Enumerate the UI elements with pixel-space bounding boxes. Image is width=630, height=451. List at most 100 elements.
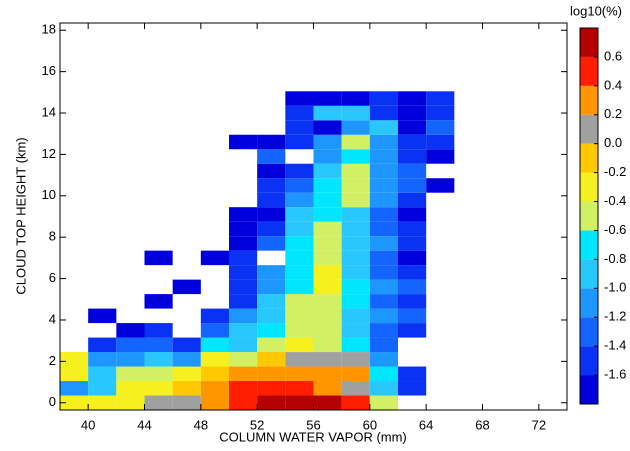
heat-cell xyxy=(313,236,342,251)
heat-cell xyxy=(116,352,145,367)
heat-cell xyxy=(200,250,229,266)
colorbar-tick-label: -1.6 xyxy=(604,367,626,382)
heat-cell xyxy=(257,337,286,353)
heat-cell xyxy=(257,236,286,251)
y-tick-label: 16 xyxy=(42,63,56,78)
heat-cell xyxy=(426,105,455,121)
heat-cell xyxy=(369,192,398,208)
colorbar-band xyxy=(580,288,598,318)
heat-cell xyxy=(341,178,370,193)
heat-cell xyxy=(88,395,117,410)
heat-cell xyxy=(369,381,398,396)
heat-cell xyxy=(144,337,173,353)
heat-cell xyxy=(313,279,342,295)
heat-cell xyxy=(313,163,342,179)
heat-cell xyxy=(398,134,427,150)
heat-cell xyxy=(257,366,286,382)
colorbar-band xyxy=(580,143,598,173)
x-tick-label: 48 xyxy=(194,417,208,432)
heat-cell xyxy=(285,250,314,266)
heat-cell xyxy=(398,120,427,135)
heat-cell xyxy=(369,366,398,382)
heat-cell xyxy=(257,163,286,179)
heat-cell xyxy=(229,207,258,222)
heat-cell xyxy=(398,91,427,106)
heat-cell xyxy=(341,352,370,367)
heat-cell xyxy=(285,395,314,410)
heat-cell xyxy=(116,395,145,410)
heat-cell xyxy=(398,323,427,338)
heat-cell xyxy=(60,381,89,396)
heat-cell xyxy=(172,395,201,410)
heat-cell xyxy=(313,381,342,396)
heat-cell xyxy=(200,323,229,338)
y-tick-label: 12 xyxy=(42,146,56,161)
heat-cell xyxy=(285,323,314,338)
heat-cell xyxy=(313,149,342,164)
colorbar-tick-label: -0.4 xyxy=(604,193,626,208)
heat-cell xyxy=(144,366,173,382)
heat-cell xyxy=(285,192,314,208)
heat-cell xyxy=(341,149,370,164)
heat-cell xyxy=(229,236,258,251)
heat-cell xyxy=(116,366,145,382)
heat-cell xyxy=(285,381,314,396)
colorbar-tick-label: -0.6 xyxy=(604,222,626,237)
heat-cell xyxy=(60,366,89,382)
heat-cell xyxy=(398,366,427,382)
heat-cell xyxy=(88,337,117,353)
heat-cell xyxy=(313,120,342,135)
colorbar-band xyxy=(580,28,598,57)
heat-cell xyxy=(200,381,229,396)
x-tick-label: 44 xyxy=(137,417,151,432)
heat-cell xyxy=(285,366,314,382)
heat-cell xyxy=(257,323,286,338)
heat-cell xyxy=(341,395,370,410)
heat-cell xyxy=(285,265,314,280)
x-tick-label: 56 xyxy=(306,417,320,432)
x-tick-label: 72 xyxy=(532,417,546,432)
y-tick-label: 14 xyxy=(42,104,56,119)
heat-cell xyxy=(341,337,370,353)
heat-cell xyxy=(285,178,314,193)
heat-cell xyxy=(313,134,342,150)
x-axis-label: COLUMN WATER VAPOR (mm) xyxy=(219,429,407,444)
colorbar-band xyxy=(580,259,598,289)
heat-cell xyxy=(426,178,455,193)
heat-cell xyxy=(229,337,258,353)
heat-cell xyxy=(285,236,314,251)
heat-cell xyxy=(172,337,201,353)
heat-cell xyxy=(369,163,398,179)
heat-cell xyxy=(341,120,370,135)
heat-cell xyxy=(369,323,398,338)
heat-cell xyxy=(285,294,314,309)
y-tick-label: 6 xyxy=(49,270,56,285)
heat-cell xyxy=(369,308,398,324)
heat-cell xyxy=(200,395,229,410)
heat-cell xyxy=(426,120,455,135)
heat-cell xyxy=(313,366,342,382)
colorbar-tick-label: -1.2 xyxy=(604,309,626,324)
heat-cell xyxy=(369,265,398,280)
heat-cell xyxy=(144,250,173,266)
heat-cell xyxy=(426,134,455,150)
heat-cell xyxy=(257,381,286,396)
heat-cell xyxy=(369,294,398,309)
colorbar-tick-label: 0.4 xyxy=(604,77,622,92)
heat-cell xyxy=(369,352,398,367)
heat-cell xyxy=(229,221,258,237)
y-tick-label: 10 xyxy=(42,187,56,202)
heat-cell xyxy=(229,395,258,410)
heat-cell xyxy=(398,308,427,324)
heat-cell xyxy=(341,308,370,324)
heat-cell xyxy=(285,105,314,121)
heat-cell xyxy=(369,105,398,121)
heat-cell xyxy=(369,120,398,135)
heat-cell xyxy=(369,337,398,353)
heat-cell xyxy=(313,308,342,324)
colorbar-tick-label: -1.0 xyxy=(604,280,626,295)
heat-cell xyxy=(341,265,370,280)
heat-cell xyxy=(369,134,398,150)
heat-cell xyxy=(257,308,286,324)
